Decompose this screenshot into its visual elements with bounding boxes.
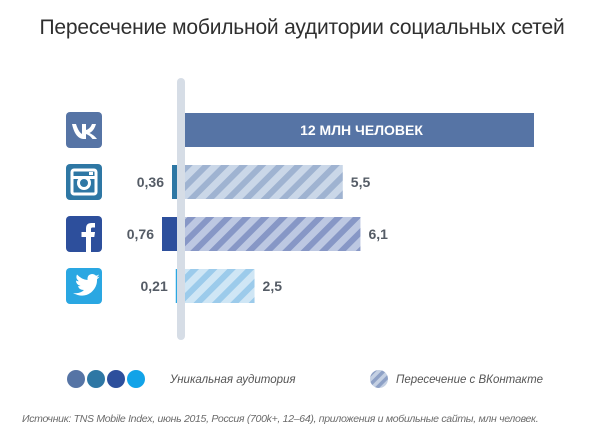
legend-dot-3 <box>107 370 125 388</box>
unique-bar-facebook <box>162 217 181 251</box>
twitter-icon <box>66 268 102 304</box>
legend-overlap-label: Пересечение с ВКонтакте <box>396 374 543 386</box>
overlap-label-twitter: 2,5 <box>263 278 283 294</box>
source-note: Источник: TNS Mobile Index, июнь 2015, Р… <box>22 413 539 425</box>
unique-label-instagram: 0,36 <box>137 174 164 190</box>
center-axis <box>177 78 185 340</box>
unique-label-facebook: 0,76 <box>127 226 154 242</box>
overlap-label-vk: 12 МЛН ЧЕЛОВЕК <box>300 122 423 138</box>
overlap-label-facebook: 6,1 <box>368 226 388 242</box>
overlap-bar-twitter <box>181 269 255 303</box>
overlap-bar-facebook <box>181 217 361 251</box>
legend-overlap-swatch <box>370 370 388 388</box>
unique-label-twitter: 0,21 <box>141 278 168 294</box>
instagram-icon <box>66 164 102 200</box>
legend-dot-1 <box>67 370 85 388</box>
overlap-label-instagram: 5,5 <box>351 174 371 190</box>
legend: Уникальная аудитория Пересечение с ВКонт… <box>67 370 543 388</box>
legend-dot-2 <box>87 370 105 388</box>
legend-unique-label: Уникальная аудитория <box>169 374 296 386</box>
facebook-icon <box>66 216 102 252</box>
overlap-bar-vk <box>181 113 534 147</box>
legend-dot-4 <box>127 370 145 388</box>
vk-icon <box>66 112 102 148</box>
unique-bar-instagram <box>172 165 181 199</box>
overlap-bar-instagram <box>181 165 343 199</box>
chart-title: Пересечение мобильной аудитории социальн… <box>39 16 565 39</box>
